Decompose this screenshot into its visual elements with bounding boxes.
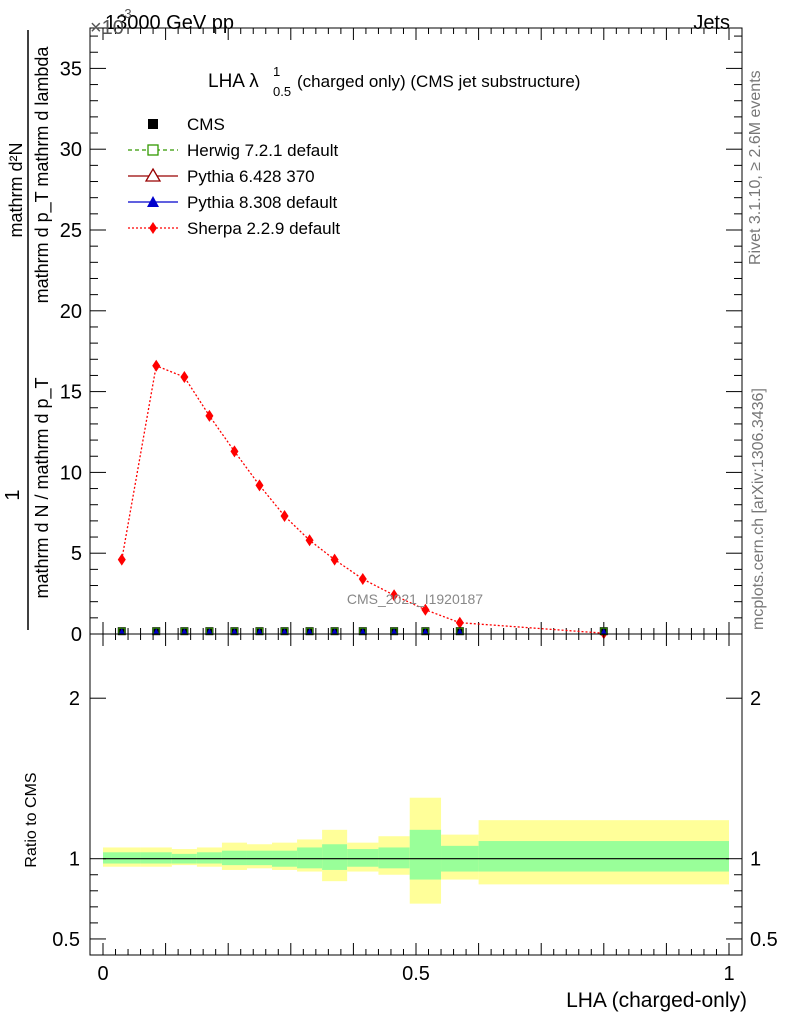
- ratio-band-inner: [246, 850, 273, 866]
- category-label: Jets: [693, 12, 730, 34]
- pythia8-point: [231, 628, 238, 635]
- main-panel: 0 5 10 15 20 25 30 35: [60, 27, 743, 646]
- legend-pythia6-marker: [144, 167, 162, 182]
- sherpa-point: [117, 553, 126, 566]
- legend-label: Sherpa 2.2.9 default: [187, 219, 340, 238]
- ratio-y-tick-label-right: 0.5: [750, 929, 778, 951]
- sherpa-point: [180, 371, 189, 384]
- ratio-band-inner: [297, 847, 323, 869]
- main-ylabel-denominator: mathrm d p_T mathrm d lambda: [32, 46, 53, 304]
- legend-sherpa-marker: [149, 222, 157, 234]
- ratio-band-inner: [140, 852, 172, 864]
- main-ylabel-numerator: mathrm d²N: [6, 142, 26, 237]
- x-tick-label: 0: [97, 963, 108, 985]
- ratio-y-tick-label: 2: [69, 688, 80, 710]
- pythia8-point: [206, 628, 213, 635]
- ratio-y-tick-label: 1: [69, 849, 80, 871]
- exponent-power: -3: [120, 6, 132, 21]
- sherpa-point: [455, 616, 464, 629]
- pythia8-point: [456, 628, 463, 635]
- legend-herwig-marker: [147, 144, 159, 156]
- main-y-tick-label: 20: [60, 301, 82, 323]
- main-y-tick-label: 0: [71, 624, 82, 646]
- legend-label: Pythia 6.428 370: [187, 167, 315, 186]
- x-axis-label: LHA (charged-only): [566, 989, 747, 1012]
- ratio-frame: [89, 633, 743, 956]
- sherpa-point: [152, 359, 161, 372]
- pythia8-point: [181, 628, 188, 635]
- pythia8-point: [281, 628, 288, 635]
- legend-item-pythia6: Pythia 6.428 370: [128, 167, 315, 186]
- pythia8-point: [153, 628, 160, 635]
- legend-cms-marker: [148, 119, 158, 129]
- ratio-panel: 0 0.5 1 0.5 0.5 1 1 2 2: [52, 633, 778, 985]
- sherpa-line: [121, 364, 604, 634]
- energy-label: 13000 GeV pp: [105, 12, 234, 34]
- sherpa-point: [230, 445, 239, 458]
- ratio-band-inner: [409, 829, 442, 880]
- pythia8-point: [359, 628, 366, 635]
- legend-item-sherpa: Sherpa 2.2.9 default: [128, 219, 340, 238]
- sherpa-point: [280, 510, 289, 523]
- pythia8-point: [422, 628, 429, 635]
- labels: 13000 GeV pp ×10 -3 Jets LHA λ 1 0.5 (ch…: [2, 6, 767, 1012]
- ratio-y-tick-label-right: 1: [750, 849, 761, 871]
- legend-label: Pythia 8.308 default: [187, 193, 338, 212]
- sherpa-point: [390, 589, 399, 602]
- pythia8-point: [256, 628, 263, 635]
- pythia8-point: [600, 628, 607, 635]
- main-y-tick-label: 5: [71, 543, 82, 565]
- sherpa-point: [205, 409, 214, 422]
- main-ylabel-prefix-num: 1: [2, 489, 24, 500]
- side-label-top: Rivet 3.1.10, ≥ 2.6M events: [747, 70, 764, 265]
- watermark: CMS_2021_I1920187: [347, 591, 483, 607]
- ratio-band-inner: [347, 849, 379, 867]
- sherpa-point: [330, 553, 339, 566]
- main-y-label: 1 mathrm d N / mathrm d p_T mathrm d²N m…: [2, 30, 53, 630]
- title-subscript: 0.5: [273, 84, 291, 99]
- ratio-band-inner: [478, 841, 729, 872]
- title-main: LHA λ: [208, 71, 259, 92]
- legend: CMS Herwig 7.2.1 default Pythia 6.428 370 P…: [128, 115, 340, 238]
- ratio-y-label: Ratio to CMS: [23, 772, 40, 867]
- ratio-band-inner: [103, 852, 141, 864]
- legend-pythia8-marker: [147, 196, 159, 207]
- ratio-band-inner: [196, 852, 222, 864]
- pythia8-point: [391, 628, 398, 635]
- ratio-band-inner: [378, 847, 410, 869]
- main-y-tick-label: 10: [60, 462, 82, 484]
- main-y-tick-label: 30: [60, 139, 82, 161]
- sherpa-point: [421, 603, 430, 616]
- sherpa-point: [358, 573, 367, 586]
- x-tick-label: 1: [723, 963, 734, 985]
- x-tick-label: 0.5: [402, 963, 430, 985]
- plot-title: LHA λ 1 0.5 (charged only) (CMS jet subs…: [208, 64, 580, 99]
- legend-item-pythia8: Pythia 8.308 default: [128, 193, 338, 212]
- ratio-band-inner: [322, 844, 348, 870]
- ratio-y-tick-label: 0.5: [52, 929, 80, 951]
- main-y-tick-label: 35: [60, 58, 82, 80]
- main-ylabel-prefix-den: mathrm d N / mathrm d p_T: [32, 377, 53, 598]
- side-label-bottom: mcplots.cern.ch [arXiv:1306.3436]: [750, 388, 767, 630]
- legend-label: CMS: [187, 115, 225, 134]
- ratio-y-tick-label-right: 2: [750, 688, 761, 710]
- exponent-label: ×10: [90, 17, 124, 39]
- svg-text:LHA λ: LHA λ: [208, 71, 259, 92]
- pythia8-point: [306, 628, 313, 635]
- ratio-band-inner: [221, 850, 247, 866]
- sherpa-point: [255, 479, 264, 492]
- legend-label: Herwig 7.2.1 default: [187, 141, 338, 160]
- sherpa-point: [305, 534, 314, 547]
- pythia8-point: [331, 628, 338, 635]
- title-superscript: 1: [273, 64, 280, 79]
- legend-item-cms: CMS: [148, 115, 225, 134]
- title-rest: (charged only) (CMS jet substructure): [297, 72, 580, 91]
- main-y-tick-label: 15: [60, 382, 82, 404]
- pythia8-point: [118, 628, 125, 635]
- main-y-tick-label: 25: [60, 220, 82, 242]
- legend-item-herwig: Herwig 7.2.1 default: [128, 141, 338, 160]
